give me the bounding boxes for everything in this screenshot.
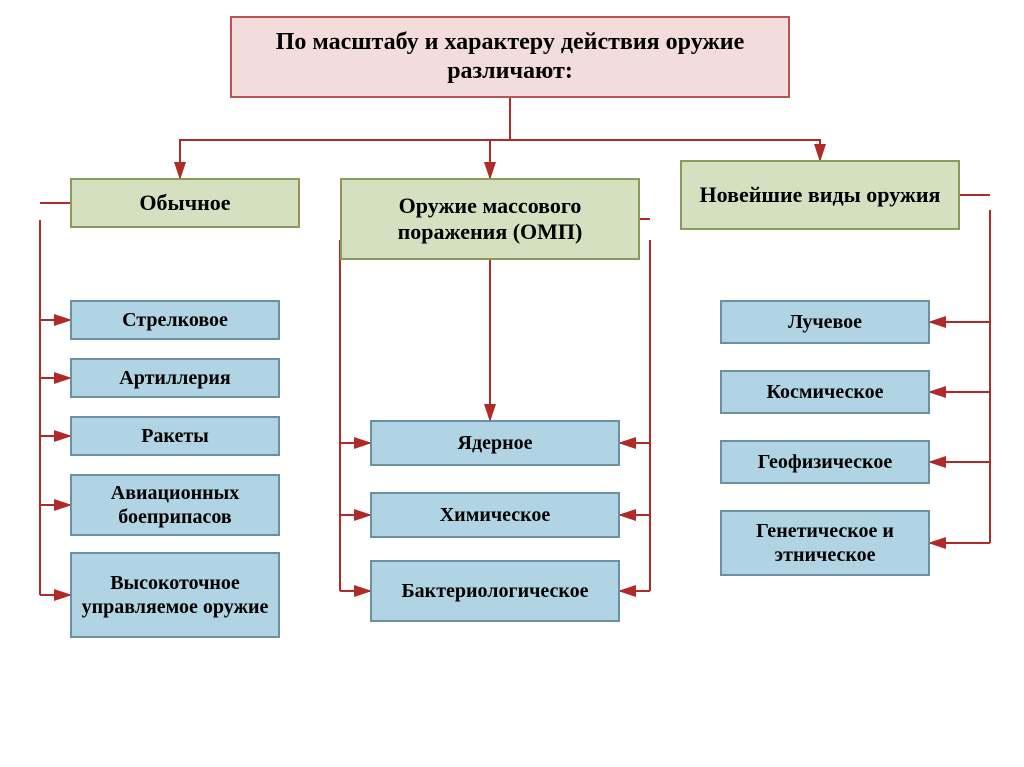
leaf-1-2-label: Бактериологическое [401,579,588,603]
leaf-1-0-label: Ядерное [458,431,533,455]
leaf-2-2-label: Геофизическое [758,450,892,474]
leaf-0-2-label: Ракеты [141,424,209,448]
leaf-0-3-label: Авиационных боеприпасов [80,481,270,529]
category-0-label: Обычное [139,190,230,216]
leaf-0-4-label: Высокоточное управляемое оружие [80,571,270,619]
leaf-2-2: Геофизическое [720,440,930,484]
leaf-0-1: Артиллерия [70,358,280,398]
leaf-2-0-label: Лучевое [788,310,862,334]
leaf-0-3: Авиационных боеприпасов [70,474,280,536]
leaf-2-1-label: Космическое [767,380,884,404]
leaf-0-1-label: Артиллерия [119,366,230,390]
leaf-2-3: Генетическое и этническое [720,510,930,576]
leaf-1-0: Ядерное [370,420,620,466]
leaf-1-2: Бактериологическое [370,560,620,622]
category-2-label: Новейшие виды оружия [700,182,941,208]
category-0: Обычное [70,178,300,228]
category-1: Оружие массового поражения (ОМП) [340,178,640,260]
category-2: Новейшие виды оружия [680,160,960,230]
leaf-0-4: Высокоточное управляемое оружие [70,552,280,638]
leaf-0-0: Стрелковое [70,300,280,340]
root-node-label: По масштабу и характеру действия оружие … [240,28,780,86]
leaf-0-0-label: Стрелковое [122,308,228,332]
category-1-label: Оружие массового поражения (ОМП) [350,193,630,246]
leaf-2-0: Лучевое [720,300,930,344]
leaf-0-2: Ракеты [70,416,280,456]
root-node: По масштабу и характеру действия оружие … [230,16,790,98]
leaf-1-1: Химическое [370,492,620,538]
leaf-2-3-label: Генетическое и этническое [730,519,920,567]
leaf-1-1-label: Химическое [440,503,551,527]
leaf-2-1: Космическое [720,370,930,414]
